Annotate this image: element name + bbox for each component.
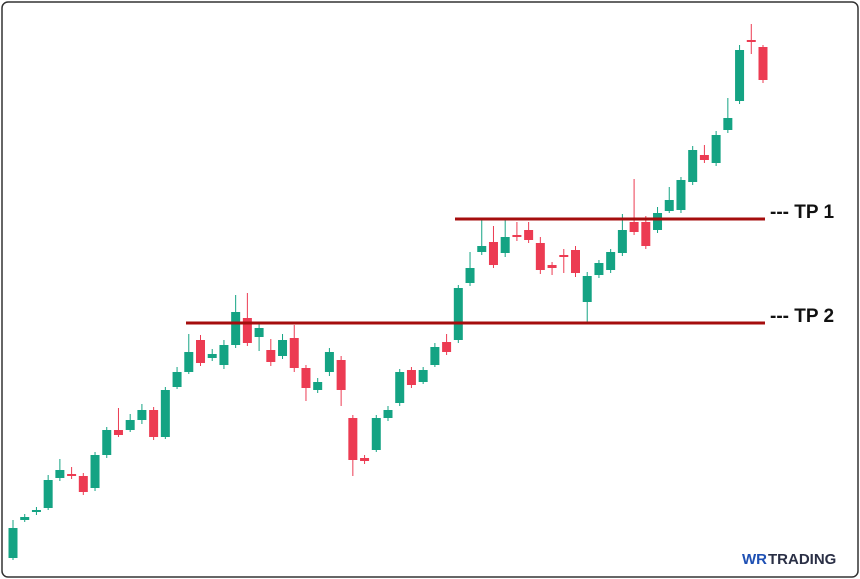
candle-body bbox=[664, 200, 674, 211]
candle-body bbox=[688, 150, 698, 182]
logo-name: TRADING bbox=[768, 551, 836, 568]
candle-body bbox=[301, 368, 311, 388]
candle-body bbox=[31, 510, 41, 512]
candle-body bbox=[746, 40, 756, 42]
candle-body bbox=[594, 263, 604, 275]
candle-body bbox=[418, 370, 428, 382]
candle-body bbox=[90, 455, 100, 488]
candle-body bbox=[8, 528, 18, 558]
candle-body bbox=[606, 252, 616, 270]
candle-body bbox=[219, 345, 229, 365]
candle-body bbox=[184, 352, 194, 372]
candle-body bbox=[172, 372, 182, 387]
candle-body bbox=[512, 235, 522, 237]
candle-body bbox=[653, 213, 663, 230]
candle-body bbox=[477, 246, 487, 252]
candle-body bbox=[453, 288, 463, 340]
candle-body bbox=[231, 312, 241, 345]
candle-body bbox=[641, 222, 651, 246]
candle-body bbox=[676, 180, 686, 210]
candle-body bbox=[535, 243, 545, 270]
candle-body bbox=[699, 155, 709, 160]
candle-body bbox=[125, 420, 135, 430]
candle-body bbox=[395, 372, 405, 403]
candle-body bbox=[20, 517, 30, 520]
candle-body bbox=[723, 118, 733, 130]
candle-body bbox=[488, 242, 498, 265]
candle-body bbox=[137, 410, 147, 420]
candle-body bbox=[360, 458, 370, 461]
candle-body bbox=[149, 410, 159, 437]
candle-body bbox=[313, 382, 323, 390]
candle-body bbox=[242, 318, 252, 343]
candle-body bbox=[254, 328, 264, 337]
candle-body bbox=[348, 418, 358, 460]
plot-area: --- TP 1 --- TP 2 bbox=[8, 24, 834, 560]
candle-body bbox=[207, 354, 217, 358]
candle-body bbox=[629, 222, 639, 232]
candle-body bbox=[196, 340, 205, 363]
level-label: --- TP 2 bbox=[770, 306, 834, 327]
candle-body bbox=[67, 474, 77, 476]
candle-body bbox=[336, 360, 346, 390]
candle-body bbox=[559, 255, 569, 257]
candle-body bbox=[430, 347, 440, 365]
candle-body bbox=[102, 430, 112, 455]
candle-body bbox=[383, 410, 393, 418]
candle-body bbox=[582, 276, 592, 302]
candle-body bbox=[113, 430, 123, 435]
candle-body bbox=[278, 340, 288, 356]
candle-body bbox=[465, 268, 475, 283]
candle-body bbox=[78, 476, 88, 492]
candle-body bbox=[324, 352, 334, 372]
candle-body bbox=[442, 342, 452, 352]
logo-mark: WR bbox=[742, 551, 767, 568]
candle-body bbox=[711, 135, 721, 163]
candle-body bbox=[55, 470, 65, 478]
level-label: --- TP 1 bbox=[770, 202, 834, 223]
candle-body bbox=[735, 50, 745, 101]
candle-body bbox=[758, 47, 768, 80]
candle-body bbox=[43, 480, 53, 508]
candle-body bbox=[289, 338, 299, 368]
candle-body bbox=[617, 230, 627, 253]
candle-body bbox=[571, 250, 580, 273]
candle-body bbox=[406, 370, 416, 385]
candle-body bbox=[266, 350, 276, 362]
candle-body bbox=[500, 237, 510, 253]
candle-body bbox=[160, 390, 170, 437]
candle-body bbox=[547, 265, 557, 268]
candle-body bbox=[524, 230, 534, 240]
candle-body bbox=[371, 418, 381, 450]
